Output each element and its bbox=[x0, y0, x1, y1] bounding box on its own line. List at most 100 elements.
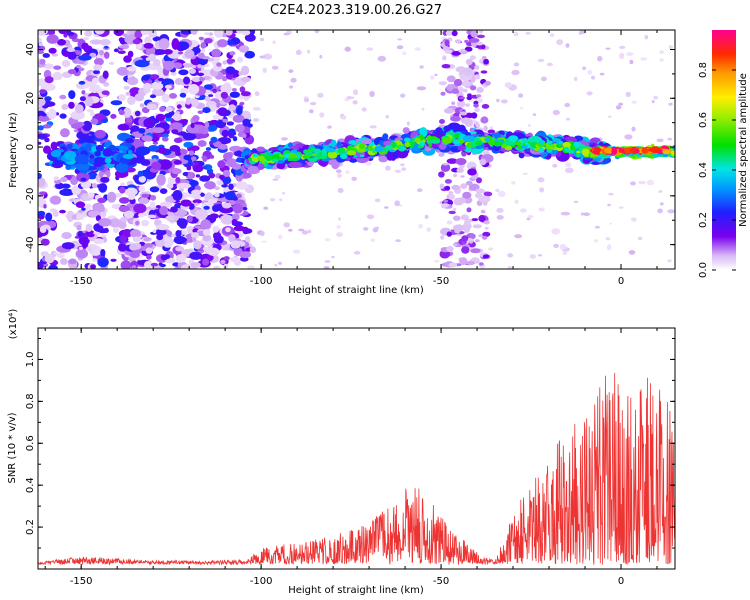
spectral-blob bbox=[123, 55, 132, 63]
spectral-blob bbox=[402, 127, 410, 134]
spectral-blob bbox=[337, 147, 346, 154]
spectral-blob bbox=[173, 235, 186, 245]
spectral-blob bbox=[351, 176, 358, 181]
spectral-blob bbox=[608, 115, 612, 119]
spectral-blob bbox=[619, 45, 626, 49]
spectral-blob bbox=[112, 227, 120, 233]
spectral-blob bbox=[460, 175, 465, 178]
spectral-blob bbox=[618, 102, 624, 106]
spectral-blob bbox=[467, 168, 477, 176]
spectral-blob bbox=[208, 94, 214, 97]
spectral-blob bbox=[452, 224, 465, 232]
spectral-blob bbox=[453, 215, 461, 221]
spectral-blob bbox=[123, 85, 130, 90]
spectral-blob bbox=[651, 100, 655, 104]
spectral-blob bbox=[207, 254, 214, 261]
y-tick-label: -40 bbox=[25, 236, 36, 252]
spectral-blob bbox=[236, 181, 248, 190]
spectral-blob bbox=[539, 187, 545, 193]
spectral-blob bbox=[38, 172, 42, 180]
spectral-blob bbox=[155, 238, 165, 248]
spectral-blob bbox=[202, 155, 208, 162]
spectral-blob bbox=[520, 107, 524, 110]
spectral-blob bbox=[644, 35, 649, 40]
spectral-blob bbox=[446, 75, 456, 83]
spectral-blob bbox=[307, 229, 312, 234]
spectral-blob bbox=[170, 206, 178, 213]
spectral-blob bbox=[374, 226, 380, 230]
spectral-blob bbox=[204, 181, 216, 190]
spectral-blob bbox=[59, 209, 66, 214]
spectral-blob bbox=[469, 233, 475, 239]
spectral-blob bbox=[451, 30, 458, 37]
spectral-blob bbox=[204, 63, 210, 68]
spectral-blob bbox=[134, 59, 150, 68]
spectral-blob bbox=[150, 195, 157, 201]
spectral-blob bbox=[61, 242, 75, 250]
spectral-blob bbox=[618, 206, 624, 209]
spectrogram-y-axis-label: Frequency (Hz) bbox=[8, 112, 19, 188]
spectral-blob bbox=[573, 141, 580, 147]
spectral-blob bbox=[261, 160, 265, 164]
spectral-blob bbox=[192, 199, 202, 204]
spectral-blob bbox=[605, 47, 611, 50]
spectral-blob bbox=[212, 114, 224, 120]
spectral-blob bbox=[38, 193, 44, 200]
spectral-blob bbox=[451, 51, 461, 56]
spectral-blob bbox=[262, 67, 267, 74]
colorbar: 0.00.20.40.60.8 Normalized spectral ampl… bbox=[698, 30, 749, 278]
spectral-blob bbox=[117, 123, 130, 131]
spectral-blob bbox=[162, 60, 175, 71]
snr-x-axis-label: Height of straight line (km) bbox=[288, 585, 424, 596]
spectral-blob bbox=[118, 94, 126, 101]
colorbar-tick-label: 0.6 bbox=[698, 112, 709, 128]
spectral-blob bbox=[139, 103, 145, 108]
spectral-blob bbox=[438, 81, 447, 86]
spectral-blob bbox=[63, 33, 68, 38]
spectral-blob bbox=[141, 193, 150, 198]
spectral-blob bbox=[148, 53, 157, 62]
spectral-blob bbox=[44, 137, 50, 143]
spectral-blob bbox=[193, 164, 204, 173]
spectral-blob bbox=[211, 48, 222, 58]
spectral-blob bbox=[110, 113, 117, 119]
spectral-blob bbox=[440, 163, 451, 172]
spectral-blob bbox=[377, 55, 387, 62]
spectral-blob bbox=[93, 70, 100, 75]
spectral-blob bbox=[200, 42, 207, 49]
spectral-blob bbox=[75, 64, 81, 69]
spectral-blob bbox=[99, 39, 111, 46]
spectral-blob bbox=[324, 260, 331, 263]
spectral-blob bbox=[216, 39, 228, 48]
spectral-blob bbox=[240, 65, 250, 76]
spectral-blob bbox=[630, 217, 637, 222]
spectral-blob bbox=[631, 100, 637, 104]
spectral-blob bbox=[38, 177, 46, 188]
spectral-blob bbox=[659, 58, 664, 62]
spectral-blob bbox=[186, 225, 194, 235]
spectral-blob bbox=[424, 147, 432, 152]
spectral-blob bbox=[290, 77, 297, 83]
spectral-blob bbox=[394, 169, 402, 173]
spectral-blob bbox=[310, 102, 317, 106]
spectral-blob bbox=[187, 84, 200, 95]
spectral-blob bbox=[281, 137, 288, 141]
spectral-blob bbox=[659, 50, 664, 54]
spectral-blob bbox=[460, 214, 469, 221]
spectral-blob bbox=[222, 118, 229, 123]
spectral-blob bbox=[86, 135, 95, 145]
spectral-blob bbox=[149, 186, 160, 193]
spectral-blob bbox=[288, 69, 294, 73]
x-tick-label: 0 bbox=[618, 576, 624, 587]
spectral-blob bbox=[197, 64, 203, 69]
figure-title: C2E4.2023.319.00.26.G27 bbox=[270, 3, 442, 18]
spectral-blob bbox=[606, 244, 612, 251]
spectral-blob bbox=[441, 63, 451, 69]
spectral-blob bbox=[573, 200, 579, 204]
spectral-blob bbox=[118, 45, 129, 49]
spectral-blob bbox=[47, 30, 56, 36]
spectral-blob bbox=[292, 249, 301, 254]
spectral-blob bbox=[138, 212, 145, 218]
spectral-blob bbox=[152, 88, 164, 97]
spectral-blob bbox=[241, 76, 251, 83]
